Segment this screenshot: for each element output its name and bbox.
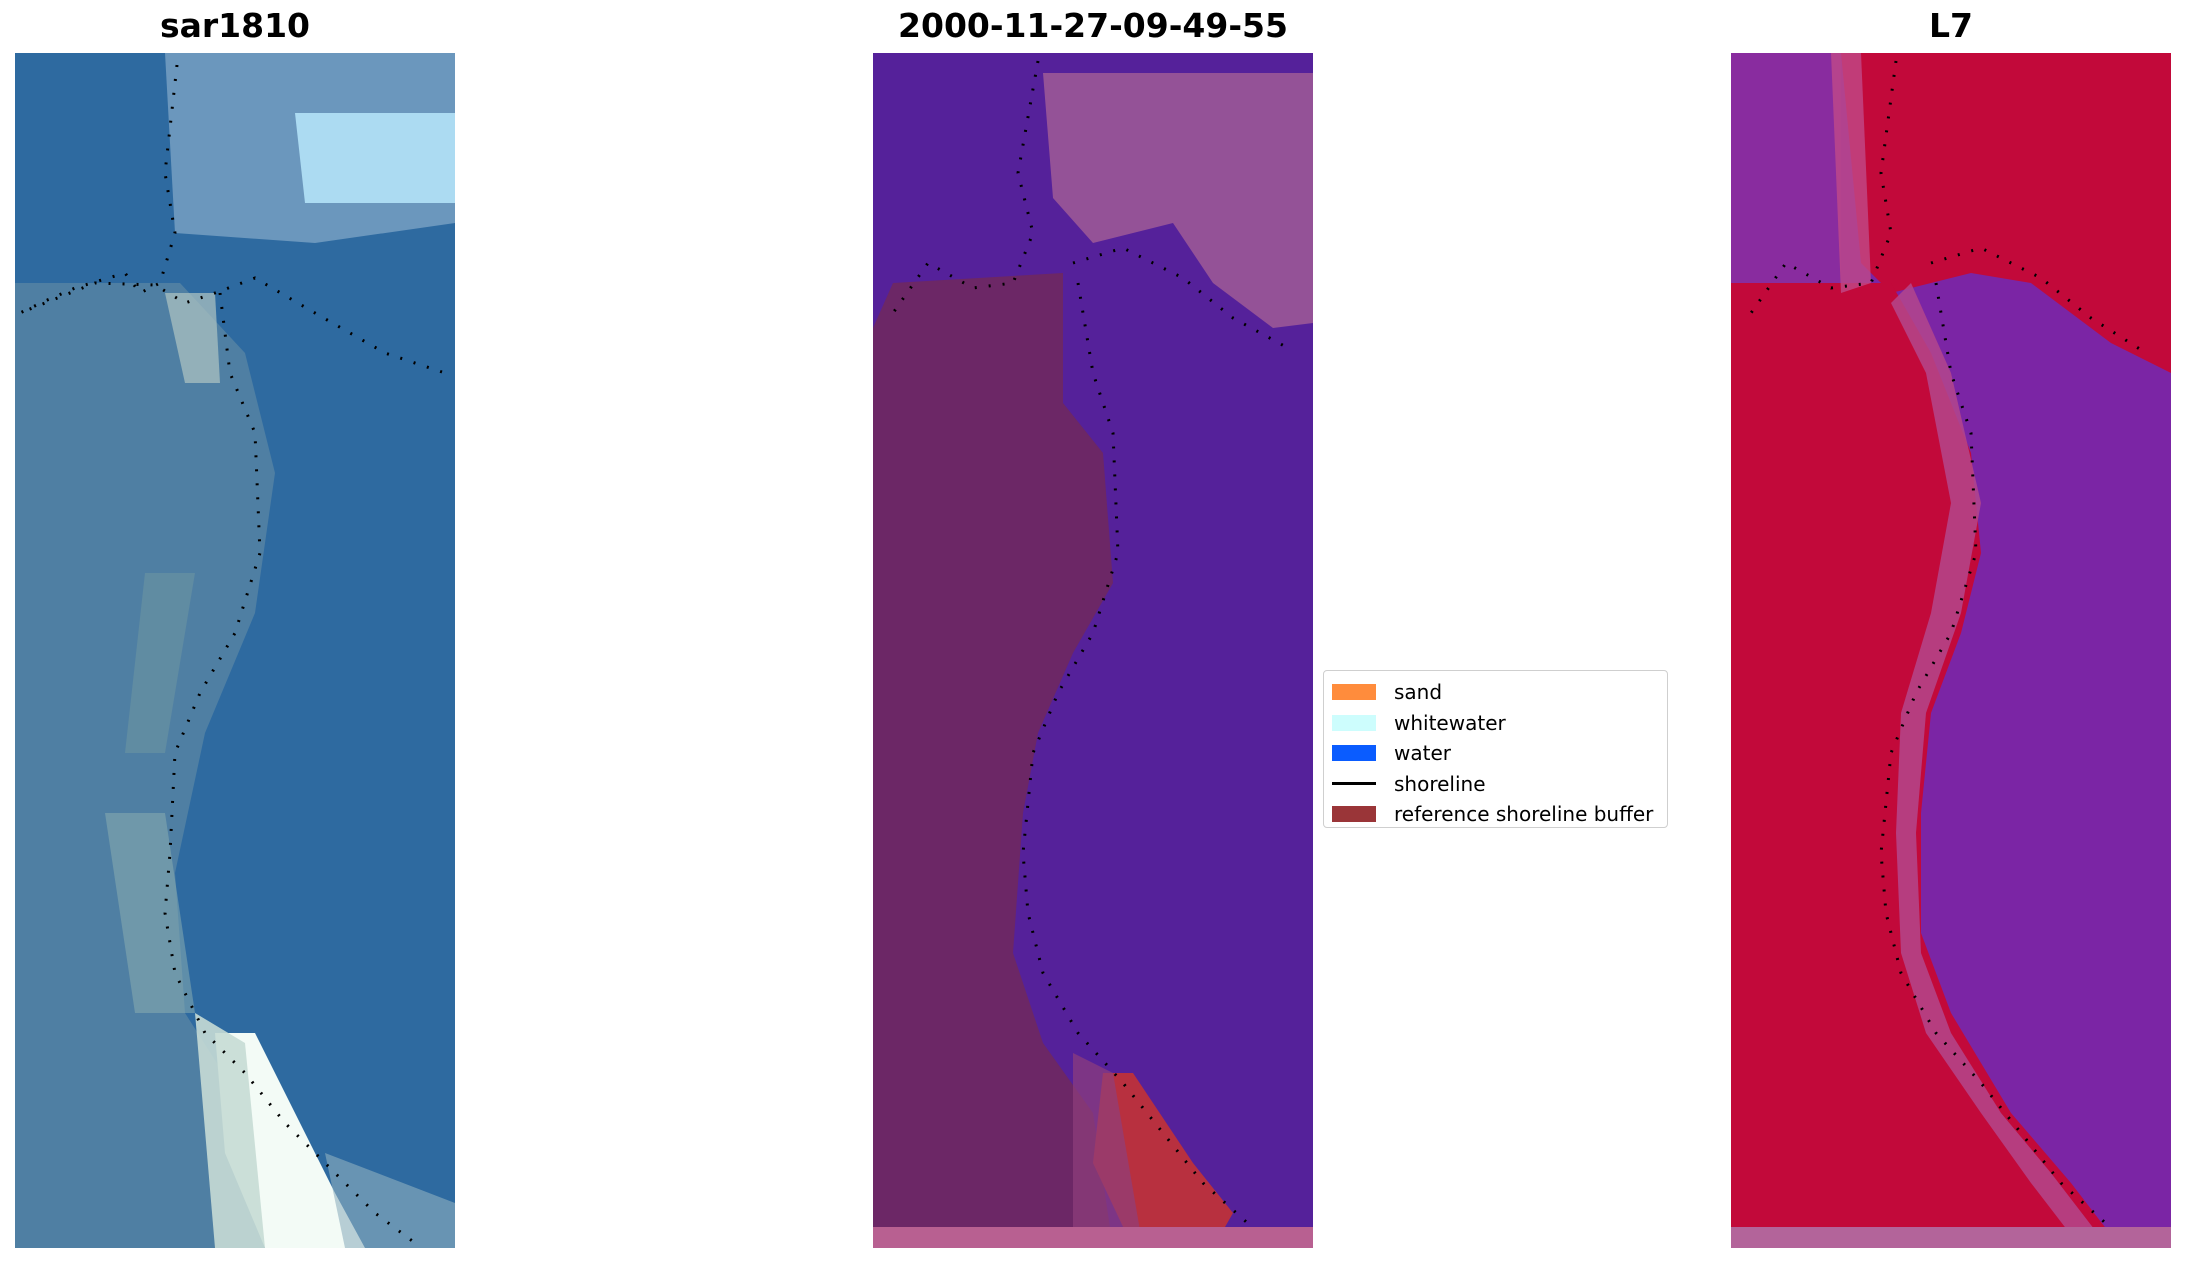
shoreline-line-swatch bbox=[1332, 782, 1376, 786]
legend-label-shoreline: shoreline bbox=[1394, 771, 1486, 796]
l7-bottom-strip bbox=[1731, 1227, 2171, 1248]
l7-image-panel bbox=[1731, 53, 2171, 1248]
panel-title-date: 2000-11-27-09-49-55 bbox=[898, 6, 1288, 45]
water-swatch bbox=[1332, 745, 1376, 762]
panel-title-sar1810: sar1810 bbox=[159, 6, 311, 45]
sand-swatch bbox=[1332, 684, 1376, 701]
legend-label-water: water bbox=[1394, 741, 1451, 766]
classified-image-panel bbox=[873, 53, 1313, 1248]
legend-label-sand: sand bbox=[1394, 680, 1443, 705]
l7-image bbox=[1731, 53, 2171, 1248]
legend-item-whitewater: whitewater bbox=[1332, 708, 1667, 739]
panel-title-l7: L7 bbox=[1929, 6, 1973, 45]
reference-buffer-swatch bbox=[1332, 806, 1376, 823]
legend: sand whitewater water shoreline referenc… bbox=[1323, 670, 1668, 828]
legend-label-whitewater: whitewater bbox=[1394, 710, 1506, 735]
legend-item-water: water bbox=[1332, 738, 1667, 769]
classified-bottom-strip bbox=[873, 1227, 1313, 1248]
legend-label-reference-buffer: reference shoreline buffer bbox=[1394, 802, 1654, 827]
legend-item-sand: sand bbox=[1332, 677, 1667, 708]
classified-image bbox=[873, 53, 1313, 1248]
rgb-image-panel bbox=[15, 53, 455, 1248]
legend-item-shoreline: shoreline bbox=[1332, 769, 1667, 800]
rgb-image bbox=[15, 53, 455, 1248]
legend-item-reference-shoreline-buffer: reference shoreline buffer bbox=[1332, 799, 1667, 830]
whitewater-swatch bbox=[1332, 714, 1376, 731]
